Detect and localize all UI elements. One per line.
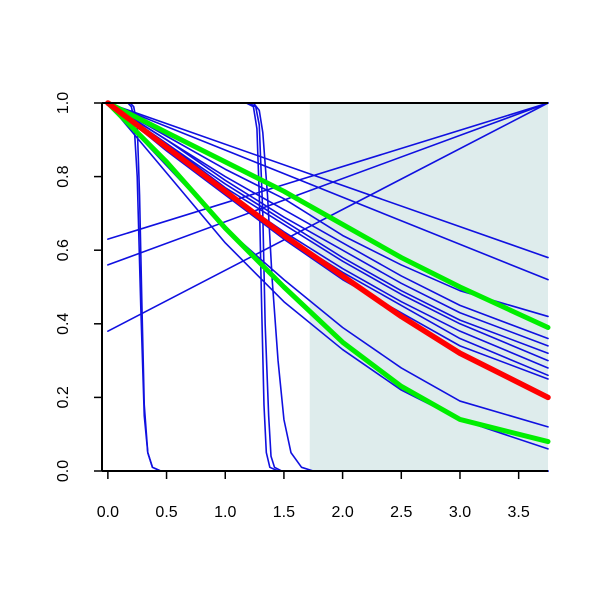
series-line-thin-5 xyxy=(107,102,549,318)
x-tick-label: 0.5 xyxy=(155,504,177,521)
x-tick-label: 2.5 xyxy=(390,504,412,521)
series-line-band-21 xyxy=(105,100,551,445)
series-line-thin-4 xyxy=(107,102,549,281)
series-line-thin-18 xyxy=(107,102,549,472)
y-tick-label: 0.4 xyxy=(55,313,72,335)
series-line-thin-3 xyxy=(107,102,549,259)
y-tick-label: 0.0 xyxy=(55,460,72,482)
series-line-thin-19 xyxy=(107,102,549,472)
x-tick-label: 2.0 xyxy=(331,504,353,521)
series-line-thin-9 xyxy=(107,102,549,362)
x-tick-label: 3.5 xyxy=(508,504,530,521)
series-line-thin-7 xyxy=(107,102,549,347)
series-line-thin-12 xyxy=(107,102,549,380)
series-line-thin-17 xyxy=(107,102,549,472)
y-tick-label: 0.6 xyxy=(55,239,72,261)
x-tick-label: 3.0 xyxy=(449,504,471,521)
series-line-thin-16 xyxy=(107,102,549,472)
series-line-band-20 xyxy=(105,100,551,330)
series-line-highlight-22 xyxy=(105,100,551,401)
x-tick-label: 1.0 xyxy=(214,504,236,521)
axes-layer: 0.0 0.5 1.0 1.5 2.0 2.5 3.0 3.5 0.0 0.2 0.4 0.6 0.8 1… xyxy=(55,92,548,521)
series-line-thin-0 xyxy=(107,102,549,240)
series-line-thin-1 xyxy=(107,102,549,266)
y-tick-label: 0.8 xyxy=(55,165,72,187)
y-tick-label: 1.0 xyxy=(55,92,72,114)
x-tick-label: 0.0 xyxy=(97,504,119,521)
x-tick-label: 1.5 xyxy=(273,504,295,521)
y-tick-label: 0.2 xyxy=(55,386,72,408)
series-layer xyxy=(105,100,551,472)
